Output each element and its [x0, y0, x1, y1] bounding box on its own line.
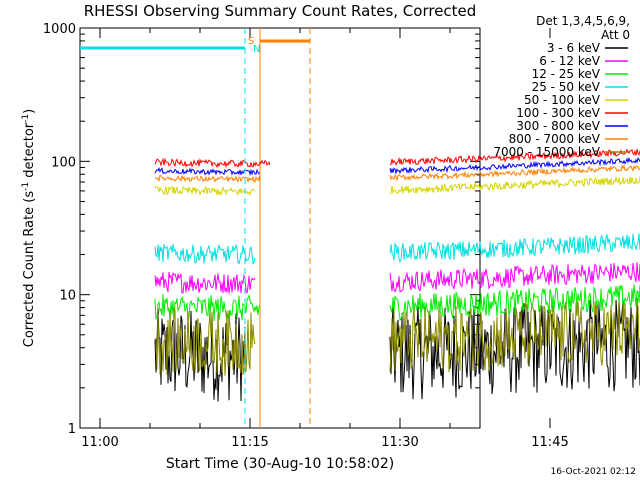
y-axis-label-sup2: -1 — [21, 114, 31, 123]
legend-label: 300 - 800 keV — [516, 119, 600, 133]
legend-label: 100 - 300 keV — [516, 106, 600, 120]
y-tick-label: 1000 — [43, 22, 76, 37]
series-line — [155, 174, 261, 183]
series-line — [389, 297, 640, 400]
x-axis-label: Start Time (30-Aug-10 10:58:02) — [166, 456, 394, 472]
y-axis-label-end: ) — [22, 109, 37, 114]
series-layer — [154, 148, 640, 402]
y-tick-label: 100 — [51, 155, 76, 170]
flag-layer: SN — [80, 28, 311, 428]
legend-header-attenuator: Att 0 — [601, 28, 630, 42]
series-line — [389, 284, 640, 321]
plot-frame — [79, 27, 481, 429]
series-line — [154, 293, 261, 322]
series-line — [389, 301, 640, 373]
legend-label: 3 - 6 keV — [547, 41, 601, 55]
series-line — [154, 271, 256, 295]
y-axis-label-sup1: -1 — [21, 182, 31, 191]
chart-title: RHESSI Observing Summary Count Rates, Co… — [84, 2, 477, 20]
legend-label: 800 - 7000 keV — [509, 132, 601, 146]
x-tick-label: 11:15 — [231, 435, 268, 450]
series-line — [389, 233, 640, 263]
legend-label: 12 - 25 keV — [532, 67, 601, 81]
series-line — [389, 262, 640, 293]
night-flag-label: N — [253, 44, 260, 55]
saa-flag-label: S — [248, 36, 254, 47]
series-line — [154, 167, 261, 177]
legend-header-detectors: Det 1,3,4,5,6,9, — [536, 14, 630, 28]
y-axis: 1 10 100 1000 — [43, 22, 480, 437]
y-axis-label-mid: detector — [22, 122, 37, 182]
series-line — [389, 175, 640, 195]
footer-date: 16-Oct-2021 02:12 — [551, 467, 636, 477]
y-axis-label: Corrected Count Rate (s-1 detector-1) — [21, 109, 37, 347]
legend-label: 50 - 100 keV — [524, 93, 601, 107]
x-tick-label: 11:00 — [81, 435, 118, 450]
series-line — [154, 243, 256, 265]
legend-label: 7000 - 15000 keV — [493, 145, 600, 159]
series-line — [389, 163, 640, 182]
y-axis-label-main: Corrected Count Rate (s — [22, 191, 37, 348]
series-line — [154, 157, 271, 169]
x-tick-label: 11:30 — [381, 435, 418, 450]
series-line — [154, 185, 256, 197]
series-line — [389, 148, 640, 166]
legend-label: 6 - 12 keV — [539, 54, 601, 68]
y-tick-label: 1 — [68, 422, 76, 437]
x-tick-label: 11:45 — [531, 435, 568, 450]
series-line — [154, 307, 256, 376]
y-tick-label: 10 — [59, 289, 76, 304]
series-line — [389, 156, 640, 175]
series-line — [154, 307, 246, 402]
legend-label: 25 - 50 keV — [532, 80, 601, 94]
